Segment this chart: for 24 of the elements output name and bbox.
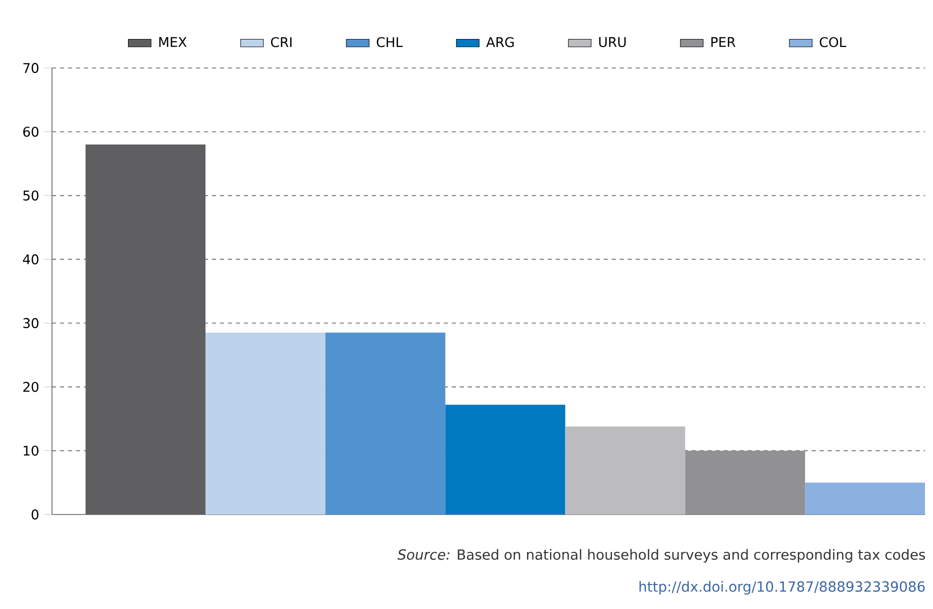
y-tick-label: 50 <box>23 190 38 201</box>
legend-label: CHL <box>376 37 403 48</box>
y-tick-label: 10 <box>24 446 38 456</box>
bar <box>445 404 566 514</box>
bar <box>86 144 206 514</box>
bar <box>325 332 446 514</box>
y-tick-label: 60 <box>23 126 38 137</box>
y-tick-label: 40 <box>22 254 38 264</box>
bar <box>685 450 806 514</box>
text: http://dx.doi.org/10.1787/888932339086 <box>640 580 925 595</box>
legend-label: URU <box>599 37 626 48</box>
y-tick-label: 70 <box>23 62 38 73</box>
y-tick-label: 20 <box>23 382 38 392</box>
legend-label: CRI <box>271 37 292 48</box>
y-tick-label: 0 <box>32 509 38 520</box>
bar <box>565 426 686 514</box>
text: Source: Based on national household surveys and corresponding tax codes <box>398 548 926 563</box>
bar <box>805 482 926 514</box>
legend-label: ARG <box>486 37 514 48</box>
legend-label: MEX <box>159 37 187 47</box>
bar <box>205 332 326 514</box>
legend-label: COL <box>820 37 846 48</box>
y-tick-label: 30 <box>23 318 38 328</box>
legend-label: PER <box>711 37 736 47</box>
